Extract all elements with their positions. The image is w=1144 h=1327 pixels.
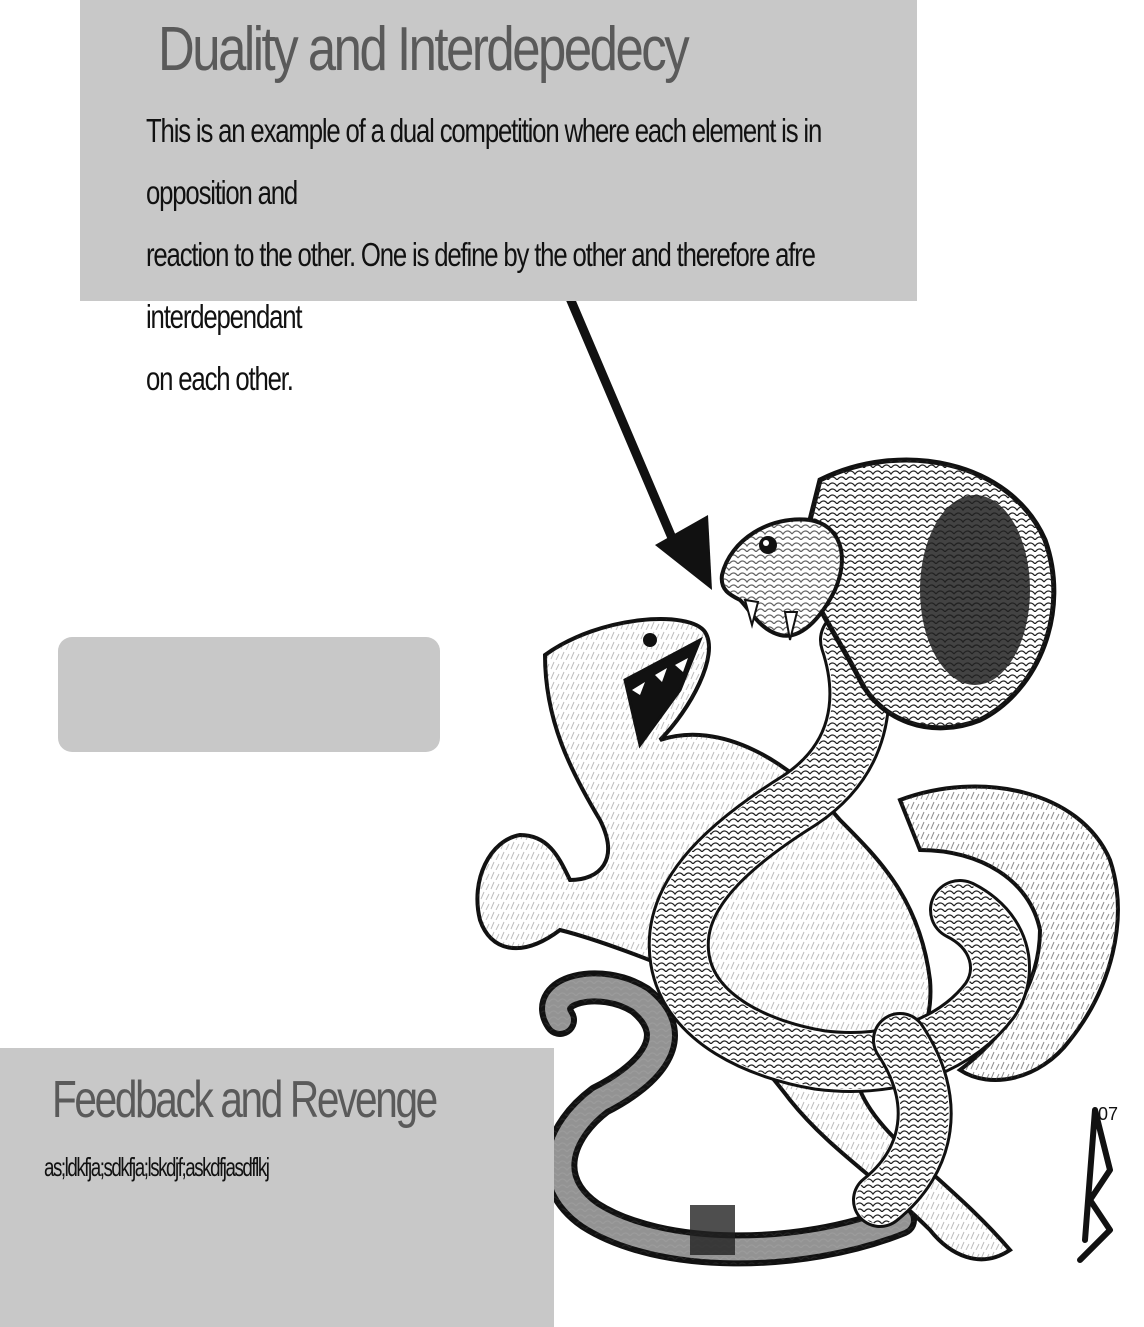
page-title: Duality and Interdepedecy [158, 15, 690, 84]
top-panel: Duality and Interdepedecy This is an exa… [80, 0, 917, 397]
artist-signature: 07 [1077, 1104, 1118, 1263]
bottom-panel: Feedback and Revenge as;ldkfja;sdkfja;ls… [0, 1048, 554, 1327]
description-line: on each other. [146, 360, 294, 397]
empty-rounded-box [58, 637, 440, 752]
section-title: Feedback and Revenge [52, 1071, 438, 1129]
description-line: This is an example of a dual competition… [146, 112, 822, 211]
description-text: This is an example of a dual competition… [146, 100, 848, 410]
section-text: as;ldkfja;sdkfja;lskdjf;askdfjasdflkj [44, 1152, 270, 1182]
svg-text:07: 07 [1098, 1104, 1118, 1124]
description-line: reaction to the other. One is define by … [146, 236, 816, 335]
arrow-icon [550, 258, 712, 590]
